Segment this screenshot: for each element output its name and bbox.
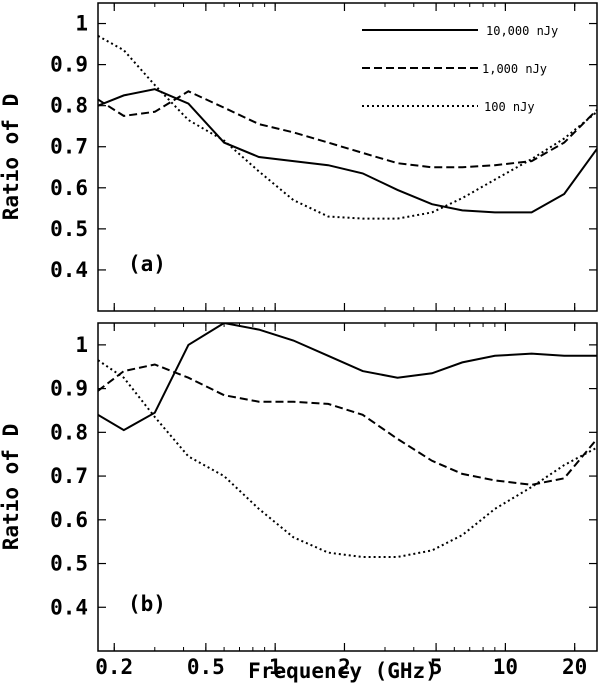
y-tick-label: 0.8 [50, 420, 88, 444]
series-line-dotted [98, 35, 597, 220]
y-tick-label: 0.6 [50, 176, 88, 200]
y-tick-label: 0.9 [50, 53, 88, 77]
plot-frame [97, 322, 598, 652]
x-tick-label: 20 [562, 655, 587, 679]
y-tick-label: 0.8 [50, 94, 88, 118]
x-axis-label: Frequency (GHz) [248, 659, 438, 683]
x-tick-label: 0.5 [187, 655, 225, 679]
y-tick-label: 0.5 [50, 217, 88, 241]
x-tick-label: 10 [493, 655, 518, 679]
x-tick-label: 0.2 [95, 655, 133, 679]
y-tick-label: 0.4 [50, 595, 88, 619]
panel-label: (b) [128, 592, 166, 616]
x-tick-label: 1 [269, 655, 282, 679]
plot-frame [97, 2, 598, 312]
series-line-solid [98, 88, 597, 214]
legend-label: 100 nJy [484, 100, 535, 114]
legend-label: 10,000 nJy [486, 24, 558, 38]
y-tick-label: 0.7 [50, 135, 88, 159]
y-axis-label: Ratio of D [0, 424, 23, 550]
x-tick-label: 2 [338, 655, 351, 679]
y-tick-label: 0.9 [50, 377, 88, 401]
series-line-dashed [98, 90, 597, 169]
y-tick-label: 1 [75, 12, 88, 36]
x-tick-label: 5 [430, 655, 443, 679]
y-tick-label: 0.5 [50, 552, 88, 576]
panel-b: 0.4 0.5 0.6 0.7 0.8 0.9 1 0.2 0.5 1 2 5 10 20 Ratio of… [0, 322, 598, 679]
y-tick-label: 1 [75, 333, 88, 357]
y-tick-label: 0.7 [50, 464, 88, 488]
y-tick-label: 0.4 [50, 258, 88, 282]
panel-label: (a) [128, 252, 166, 276]
series-line-solid [98, 323, 597, 432]
series-line-dotted [98, 359, 597, 558]
panel-a: 0.4 0.5 0.6 0.7 0.8 0.9 1 Ratio of D (a) 10,000 n… [0, 2, 598, 312]
y-tick-label: 0.6 [50, 508, 88, 532]
series-line-dashed [98, 363, 597, 486]
legend-label: 1,000 nJy [482, 62, 547, 76]
y-axis-label: Ratio of D [0, 94, 23, 220]
